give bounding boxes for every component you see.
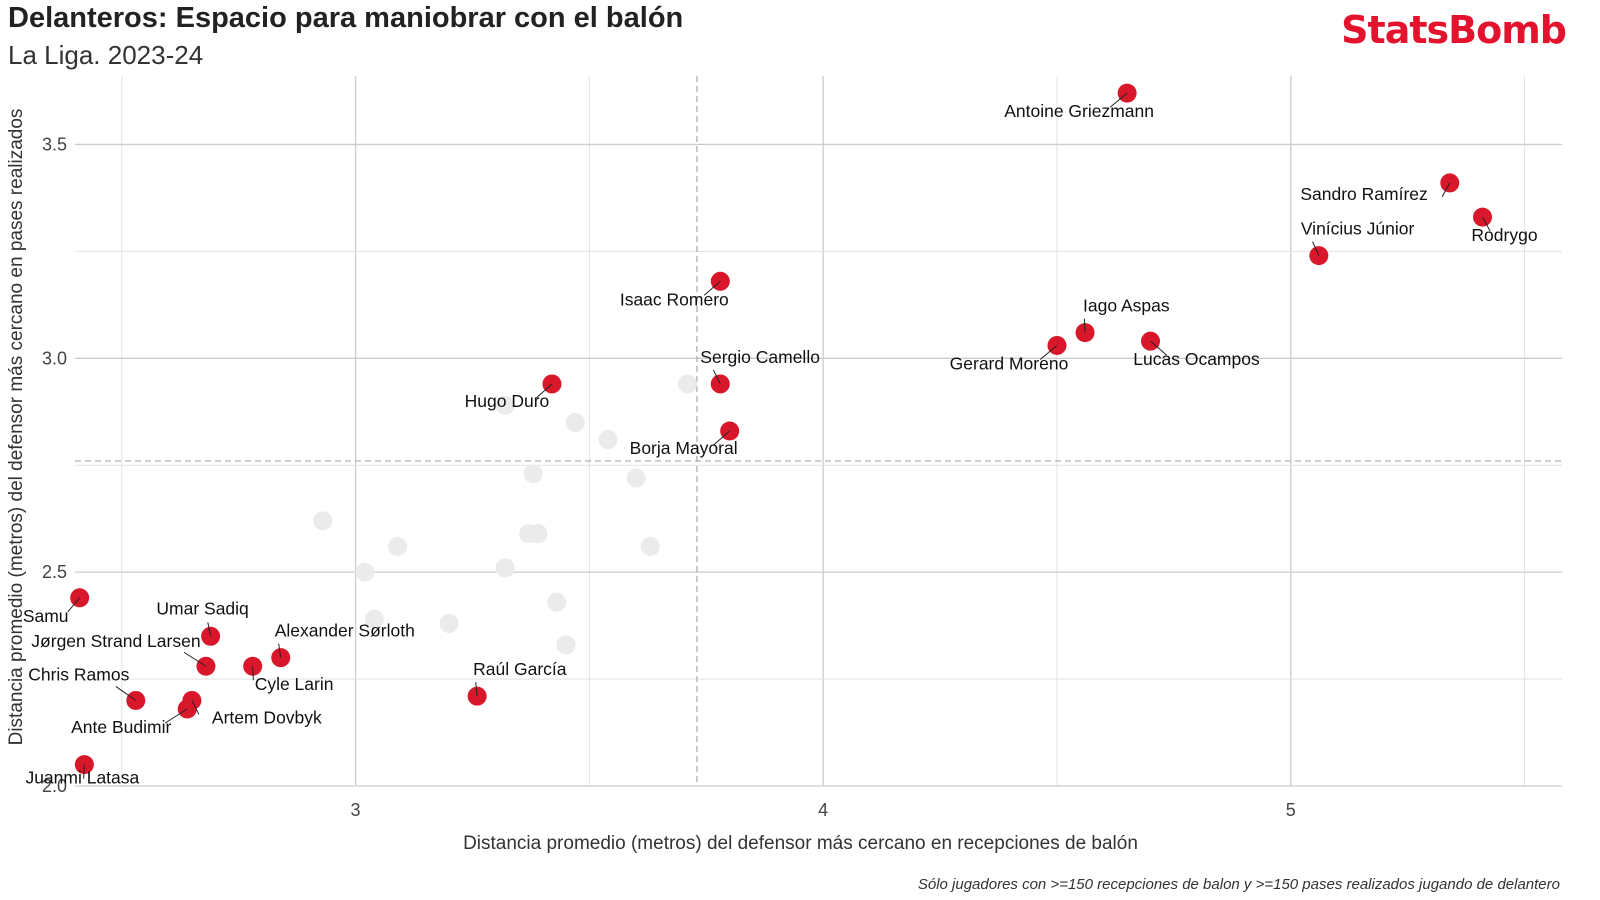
- y-axis-label: Distancia promedio (metros) del defensor…: [6, 109, 27, 746]
- point-label: Sandro Ramírez: [1300, 184, 1427, 204]
- x-tick-label: 3: [351, 800, 361, 820]
- statsbomb-logo: StatsBomb: [1341, 8, 1567, 52]
- label-leader-line: [191, 700, 200, 715]
- label-leader-line: [475, 682, 478, 697]
- point-label: Chris Ramos: [28, 664, 129, 684]
- background-point: [313, 511, 333, 531]
- label-leader-line: [67, 597, 81, 613]
- background-point: [355, 562, 375, 582]
- background-point: [439, 613, 459, 633]
- label-leader-line: [83, 764, 85, 779]
- background-point: [556, 635, 576, 655]
- background-point: [626, 468, 646, 488]
- background-points: [313, 374, 698, 655]
- label-leader-line: [1039, 345, 1058, 360]
- point-label: Umar Sadiq: [156, 598, 248, 618]
- chart-subtitle: La Liga. 2023-24: [8, 40, 204, 70]
- point-label: Samu: [23, 606, 69, 626]
- background-point: [523, 464, 543, 484]
- label-leader-line: [164, 708, 188, 724]
- background-point: [495, 558, 515, 578]
- background-point: [547, 592, 567, 612]
- point-label: Iago Aspas: [1083, 296, 1170, 316]
- background-point: [678, 374, 698, 394]
- label-leader-line: [1083, 318, 1086, 333]
- label-leader-line: [1312, 241, 1320, 256]
- y-tick-label: 2.5: [42, 562, 67, 582]
- background-point: [388, 536, 408, 556]
- y-tick-label: 2.0: [42, 776, 67, 796]
- background-point: [495, 395, 515, 415]
- y-tick-label: 3.0: [42, 348, 67, 368]
- point-label: Jørgen Strand Larsen: [31, 631, 200, 651]
- x-axis-label: Distancia promedio (metros) del defensor…: [463, 833, 1138, 854]
- label-leader-line: [1482, 216, 1491, 232]
- point-labels: Antoine Griezmann Sandro Ramírez Rodrygo Vi…: [23, 92, 1538, 788]
- point-label: Juanmi Latasa: [25, 768, 139, 788]
- label-leader-line: [712, 369, 721, 385]
- background-point: [364, 609, 384, 629]
- background-point: [565, 412, 585, 432]
- background-point: [598, 430, 618, 450]
- label-leader-line: [1441, 182, 1451, 198]
- axis-ticks: 3 4 5 2.0 2.5 3.0 3.5: [42, 134, 1296, 820]
- point-label: Artem Dovbyk: [212, 707, 322, 727]
- label-leader-line: [278, 643, 282, 658]
- point-label: Cyle Larin: [255, 674, 334, 694]
- background-point: [528, 524, 548, 544]
- point-label: Rodrygo: [1471, 225, 1537, 245]
- point-label: Borja Mayoral: [630, 438, 738, 458]
- x-tick-label: 4: [818, 800, 828, 820]
- point-label: Alexander Sørloth: [275, 621, 415, 641]
- label-leader-line: [207, 622, 212, 637]
- label-leader-line: [115, 686, 137, 701]
- point-label: Isaac Romero: [620, 289, 729, 309]
- x-tick-label: 5: [1286, 800, 1296, 820]
- label-leader-line: [252, 666, 254, 681]
- label-leader-line: [713, 430, 730, 446]
- point-label: Vinícius Júnior: [1301, 219, 1415, 239]
- point-label: Lucas Ocampos: [1133, 349, 1260, 369]
- label-leader-line: [535, 383, 553, 399]
- point-label: Sergio Camello: [700, 347, 820, 367]
- background-point: [640, 536, 660, 556]
- label-leader-line: [1110, 92, 1128, 108]
- mean-lines: [75, 76, 1562, 786]
- footnote: Sólo jugadores con >=150 recepciones de …: [917, 876, 1560, 893]
- point-label: Antoine Griezmann: [1004, 101, 1154, 121]
- point-label: Raúl García: [473, 659, 567, 679]
- label-leader-line: [183, 651, 207, 667]
- point-label: Ante Budimir: [71, 717, 171, 737]
- label-leader-line: [1150, 340, 1167, 356]
- chart-title: Delanteros: Espacio para maniobrar con e…: [8, 2, 684, 34]
- point-label: Gerard Moreno: [950, 353, 1069, 373]
- y-tick-label: 3.5: [42, 134, 67, 154]
- highlighted-points: [70, 83, 1493, 775]
- point-label: Hugo Duro: [465, 391, 550, 411]
- label-leader-line: [703, 280, 721, 296]
